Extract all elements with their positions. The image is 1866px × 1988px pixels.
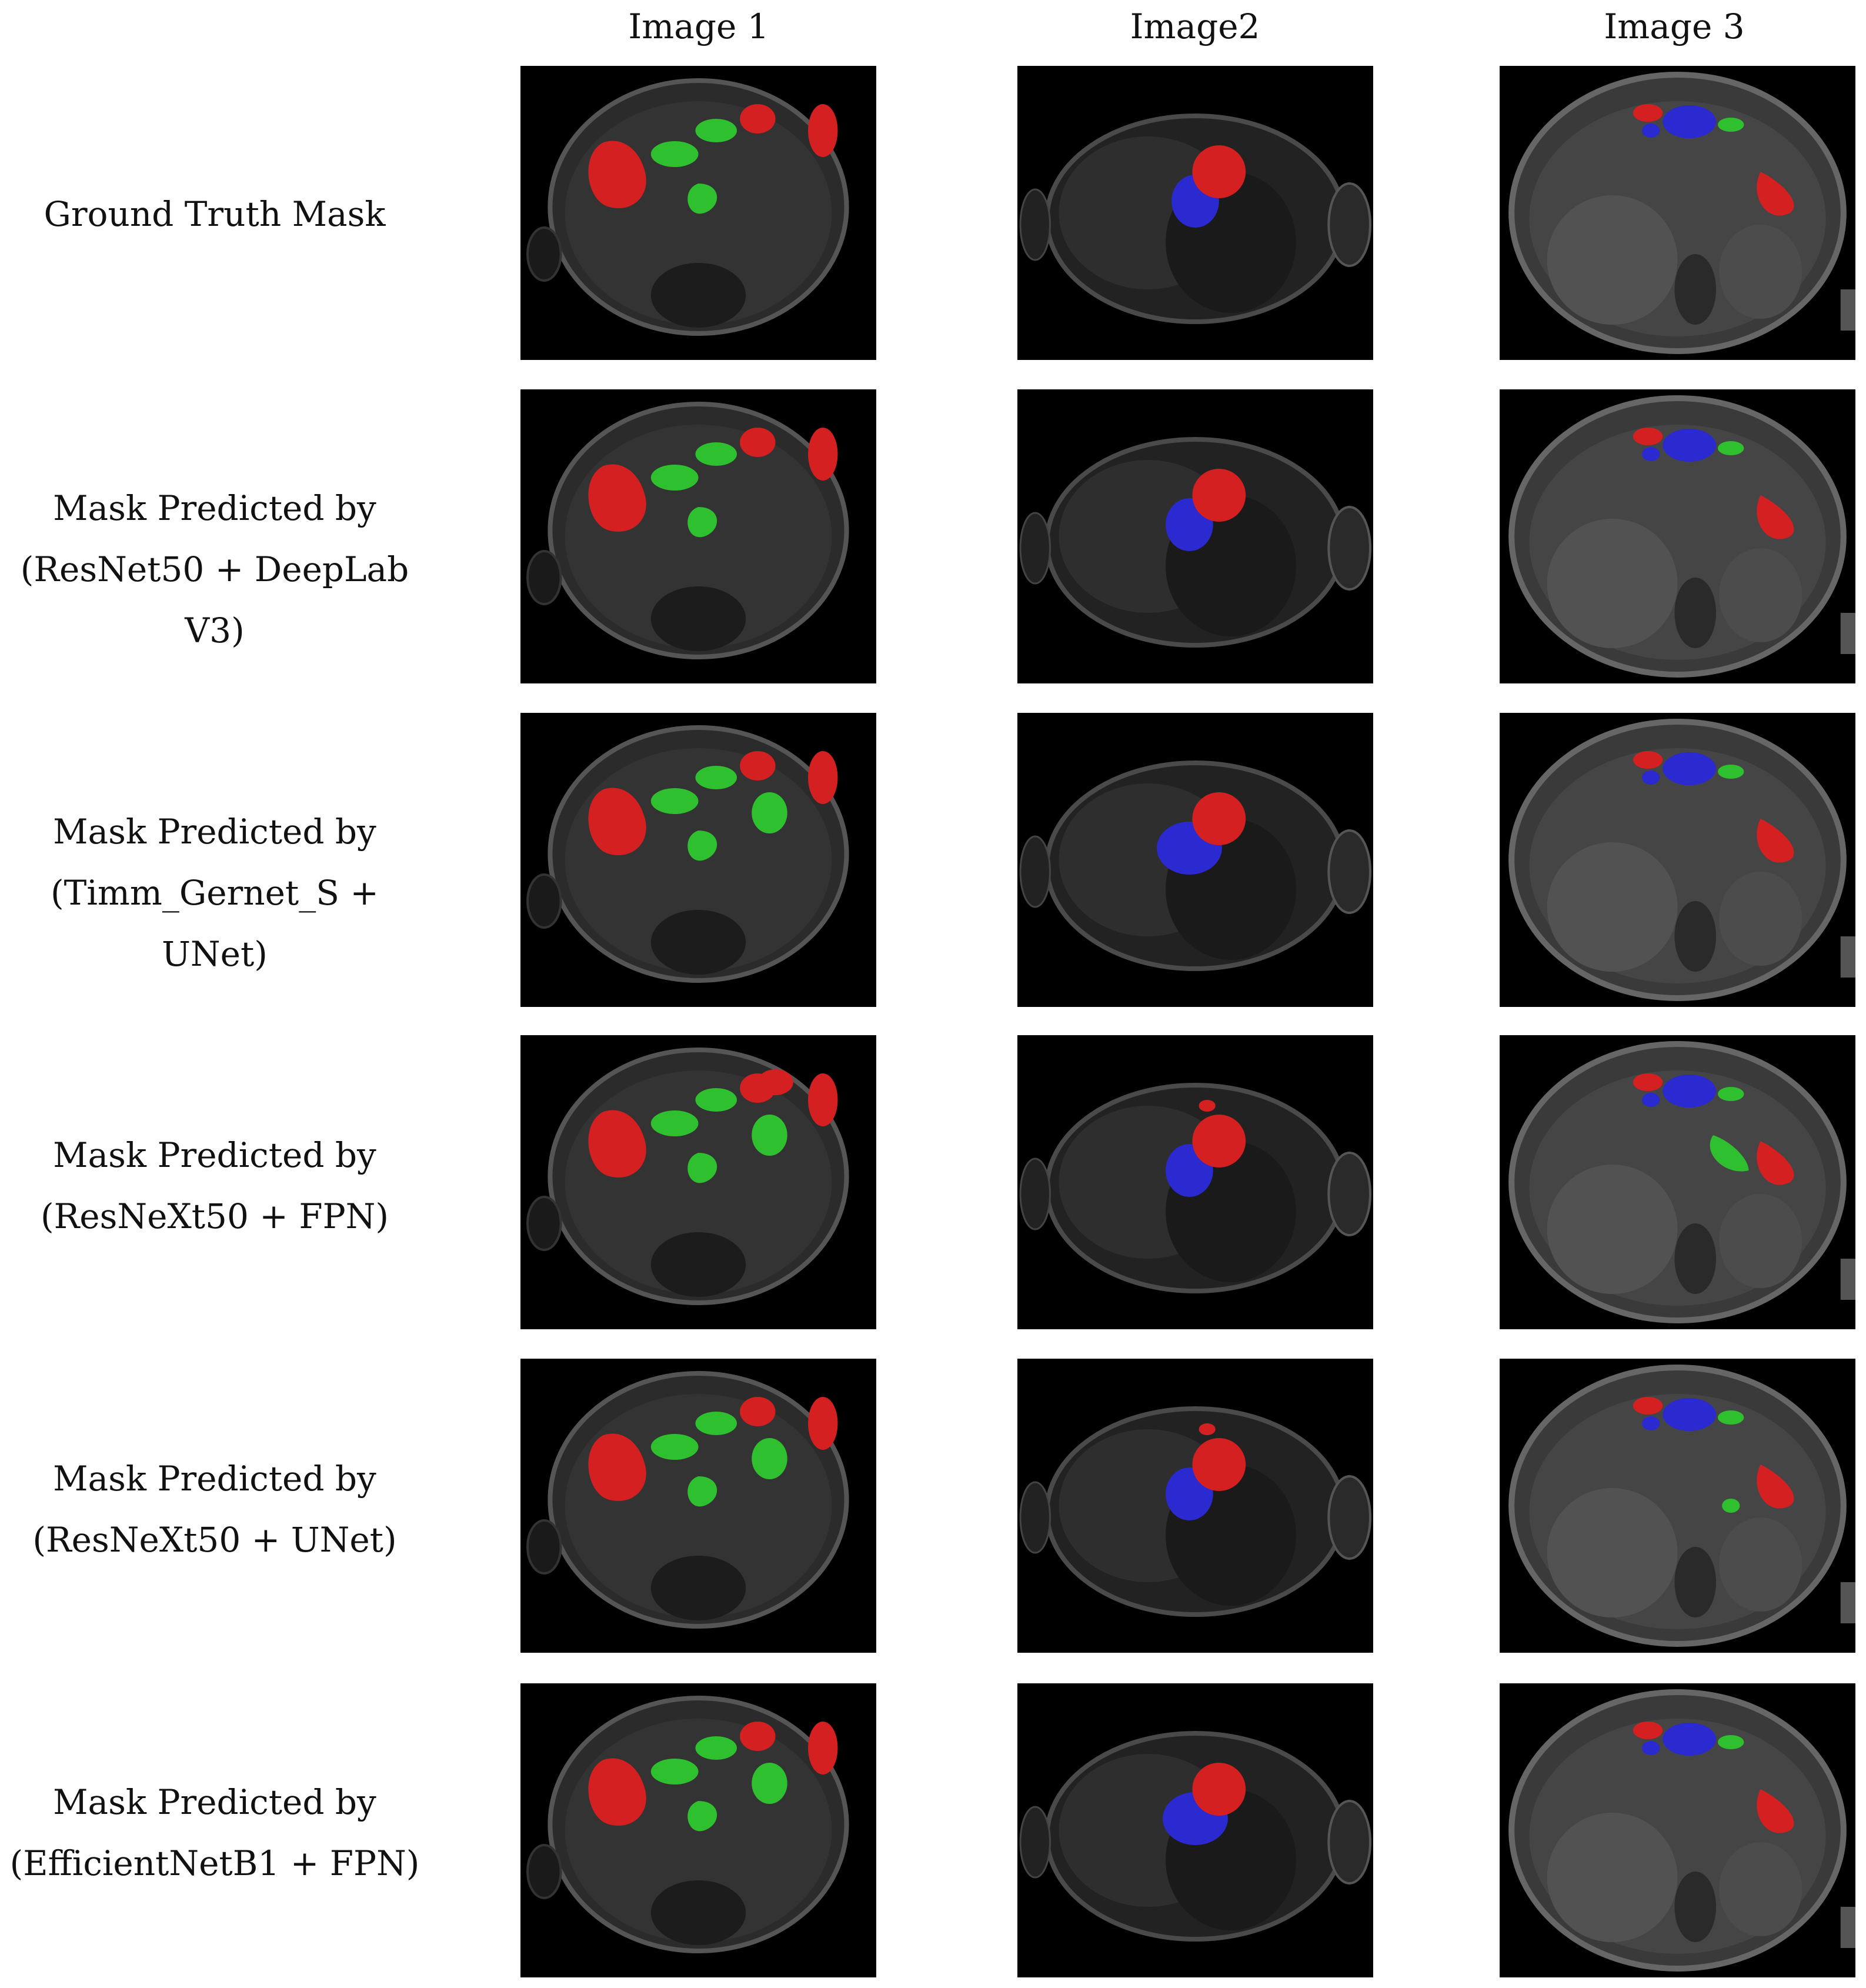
- mri-tile-row4-image-3: [1500, 1035, 1855, 1329]
- row-label-line1: Mask Predicted by: [53, 812, 376, 852]
- mri-tile-row5-image-2: [1017, 1359, 1373, 1653]
- mri-tile-row6-image-2: [1017, 1683, 1373, 1977]
- mri-tile-row1-image-2: [1017, 66, 1373, 360]
- mri-tile-row6-image-1: [520, 1683, 876, 1977]
- row-label-line2: (ResNeXt50 + FPN): [41, 1196, 389, 1236]
- row-label-timm-gernet-unet: Mask Predicted by (Timm_Gernet_S + UNet): [0, 801, 429, 985]
- mri-tile-row4-image-2: [1017, 1035, 1373, 1329]
- mri-tile-row5-image-1: [520, 1359, 876, 1653]
- row-label-line1: Mask Predicted by: [53, 488, 376, 528]
- row-label-resnet50-deeplab: Mask Predicted by (ResNet50 + DeepLab V3…: [0, 478, 429, 661]
- row-label-resnext50-fpn: Mask Predicted by (ResNeXt50 + FPN): [0, 1125, 429, 1247]
- mri-tile-row4-image-1: [520, 1035, 876, 1329]
- mri-tile-row3-image-3: [1500, 713, 1855, 1007]
- row-label-line1: Mask Predicted by: [53, 1135, 376, 1175]
- column-header-image-3: Image 3: [1604, 6, 1745, 46]
- row-label-line2: (ResNet50 + DeepLab V3): [20, 549, 409, 651]
- mri-tile-row5-image-3: [1500, 1359, 1855, 1653]
- row-label-efficientnetb1-fpn: Mask Predicted by (EfficientNetB1 + FPN): [0, 1772, 429, 1894]
- row-label-ground-truth: Ground Truth Mask: [0, 184, 429, 245]
- row-label-line1: Mask Predicted by: [53, 1459, 376, 1499]
- column-header-image-1: Image 1: [628, 6, 769, 46]
- row-label-line2: (Timm_Gernet_S + UNet): [51, 873, 379, 974]
- row-label-line2: (EfficientNetB1 + FPN): [9, 1843, 420, 1883]
- row-label-line1: Mask Predicted by: [53, 1782, 376, 1822]
- row-label-line1: Ground Truth Mask: [44, 194, 386, 234]
- mri-tile-row2-image-1: [520, 389, 876, 683]
- mri-tile-row6-image-3: [1500, 1683, 1855, 1977]
- mri-tile-row2-image-2: [1017, 389, 1373, 683]
- column-header-image-2: Image2: [1130, 6, 1260, 46]
- mri-tile-row3-image-1: [520, 713, 876, 1007]
- row-label-resnext50-unet: Mask Predicted by (ResNeXt50 + UNet): [0, 1448, 429, 1570]
- mri-tile-row3-image-2: [1017, 713, 1373, 1007]
- mri-tile-row1-image-3: [1500, 66, 1855, 360]
- mri-tile-row2-image-3: [1500, 389, 1855, 683]
- row-label-line2: (ResNeXt50 + UNet): [32, 1520, 397, 1560]
- mri-tile-row1-image-1: [520, 66, 876, 360]
